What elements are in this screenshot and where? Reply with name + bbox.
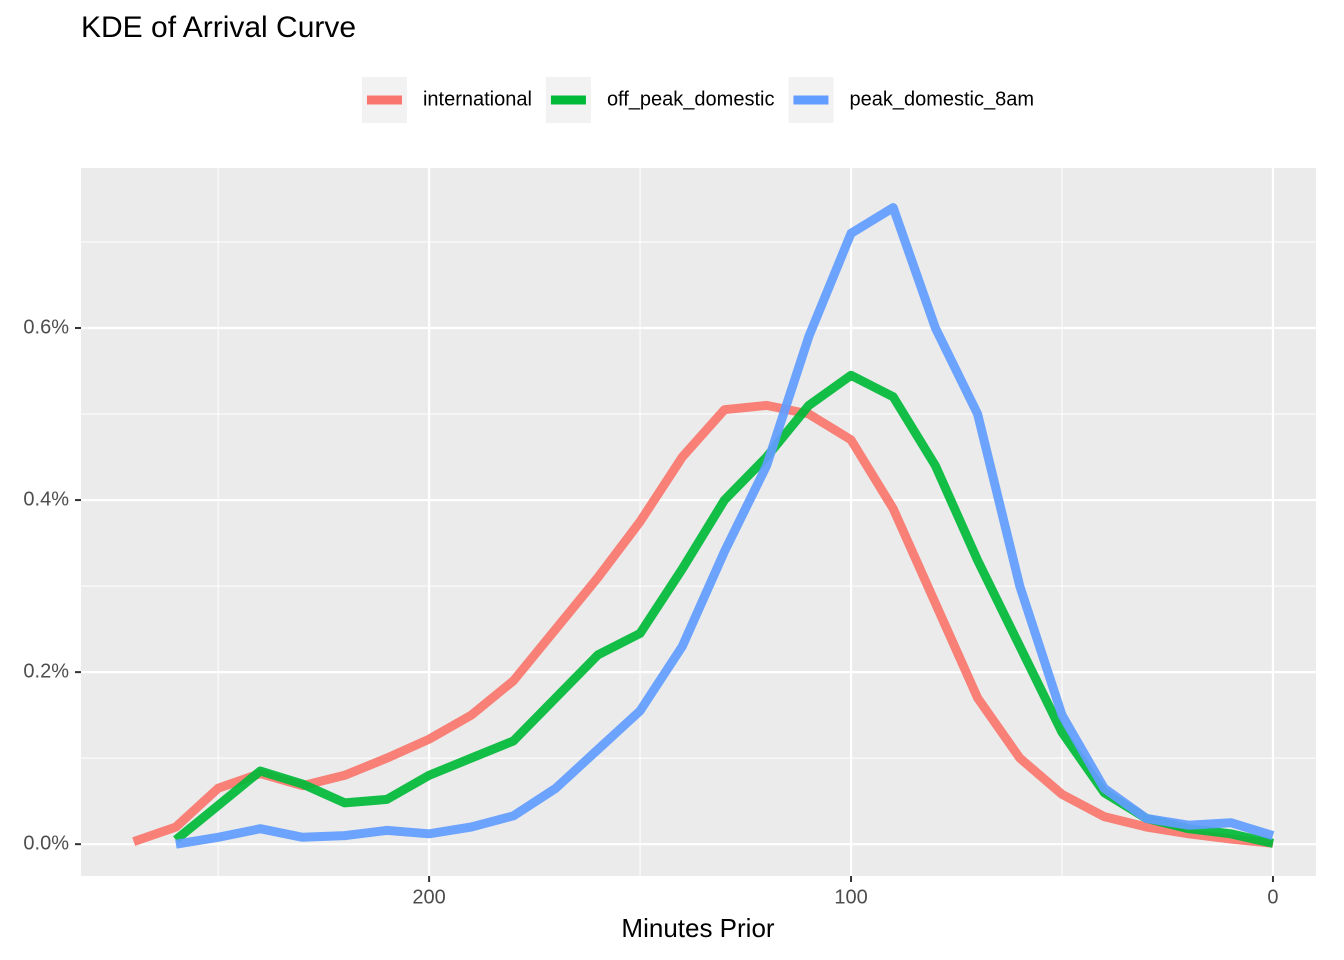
y-tick-label: 0.6% xyxy=(23,316,69,338)
x-tick-label: 0 xyxy=(1267,886,1278,908)
legend-item: off_peak_domestic xyxy=(545,77,775,123)
y-tick-label: 0.0% xyxy=(23,832,69,854)
x-tick-label: 100 xyxy=(834,886,867,908)
axes: 200 100 0 0.0% 0.2% 0.4% 0.6% xyxy=(23,316,1278,908)
chart-title: KDE of Arrival Curve xyxy=(81,11,356,44)
y-tick-label: 0.4% xyxy=(23,488,69,510)
legend: international off_peak_domestic peak_domes… xyxy=(361,77,1034,123)
series-line xyxy=(132,400,1274,848)
legend-label: peak_domestic_8am xyxy=(849,88,1034,110)
series-line xyxy=(175,203,1275,849)
lines xyxy=(132,203,1275,849)
x-tick-label: 200 xyxy=(412,886,445,908)
legend-item: international xyxy=(361,77,532,123)
legend-label: international xyxy=(423,88,532,110)
x-axis-label: Minutes Prior xyxy=(621,913,774,943)
y-tick-label: 0.2% xyxy=(23,660,69,682)
legend-label: off_peak_domestic xyxy=(607,88,775,110)
legend-item: peak_domestic_8am xyxy=(788,77,1034,123)
grid xyxy=(81,168,1316,876)
